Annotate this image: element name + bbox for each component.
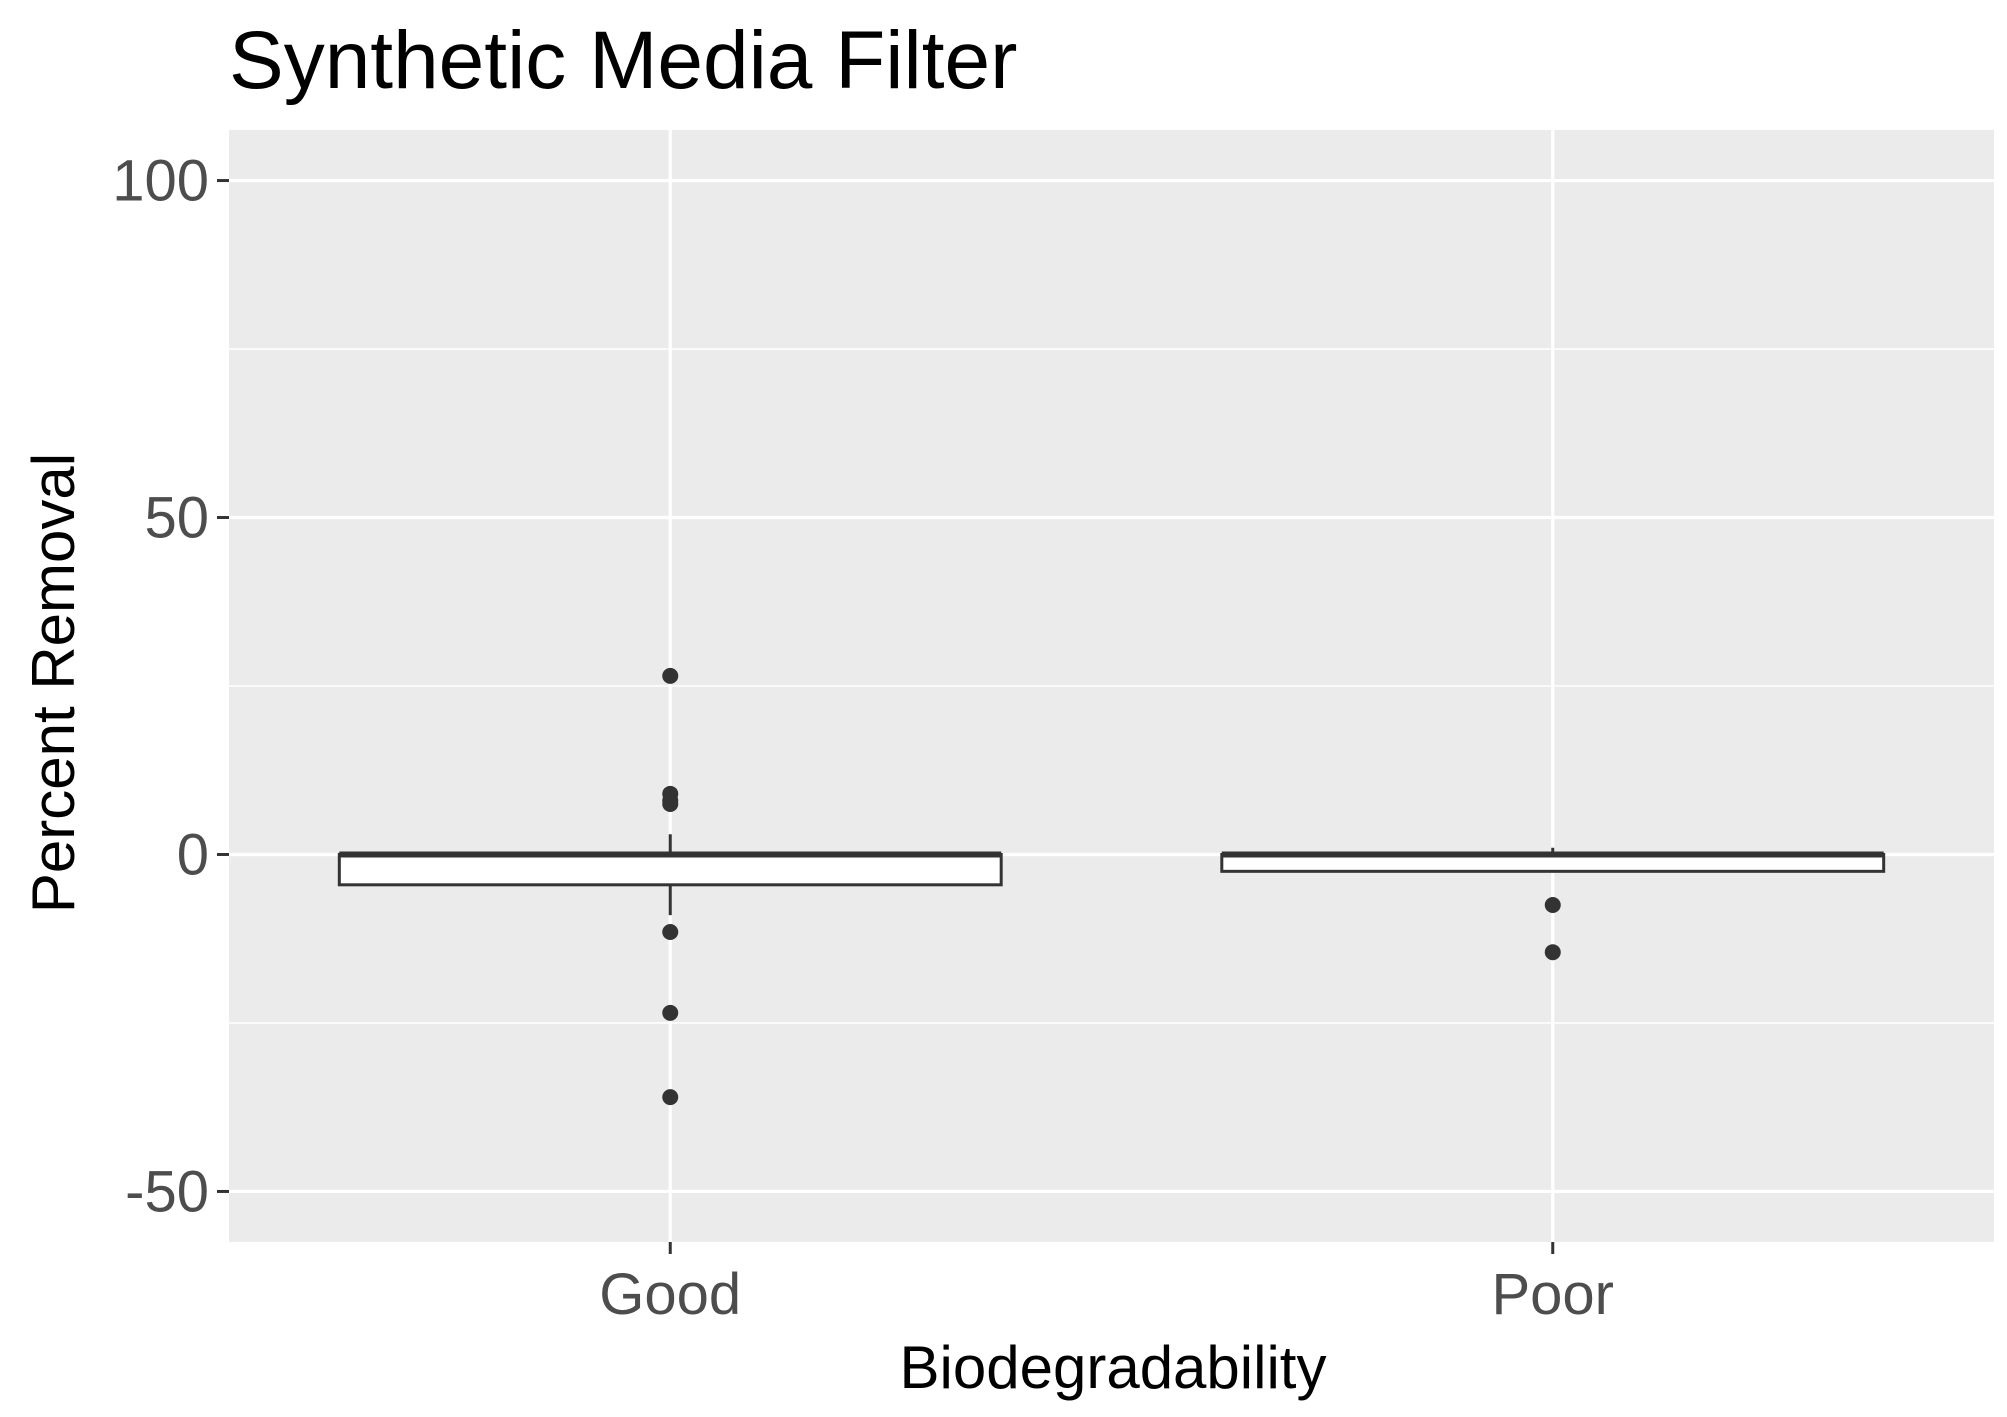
y-tick-label: 0 xyxy=(177,822,209,887)
x-axis-label: Biodegradability xyxy=(900,1334,1327,1401)
outlier-point xyxy=(662,1004,679,1021)
outlier-point xyxy=(662,667,679,684)
y-tick-label: -50 xyxy=(125,1159,209,1224)
y-axis-label: Percent Removal xyxy=(20,453,87,913)
box xyxy=(337,852,1003,887)
x-tick-label: Poor xyxy=(1491,1262,1614,1327)
boxplots xyxy=(337,667,1886,1106)
boxplot-good xyxy=(337,667,1003,1106)
axes: -50 0 50 100 Good Poor xyxy=(112,149,1614,1327)
y-tick-label: 100 xyxy=(112,149,209,214)
x-tick-label: Good xyxy=(599,1262,741,1327)
outlier-point xyxy=(1544,944,1561,961)
chart-title: Synthetic Media Filter xyxy=(229,15,1017,106)
y-tick-label: 50 xyxy=(144,486,209,551)
outlier-point xyxy=(662,1089,679,1106)
outlier-point xyxy=(1544,897,1561,914)
outlier-point xyxy=(662,923,679,940)
gridlines xyxy=(229,130,1994,1242)
outlier-point xyxy=(662,795,679,812)
boxplot-poor xyxy=(1220,847,1886,961)
